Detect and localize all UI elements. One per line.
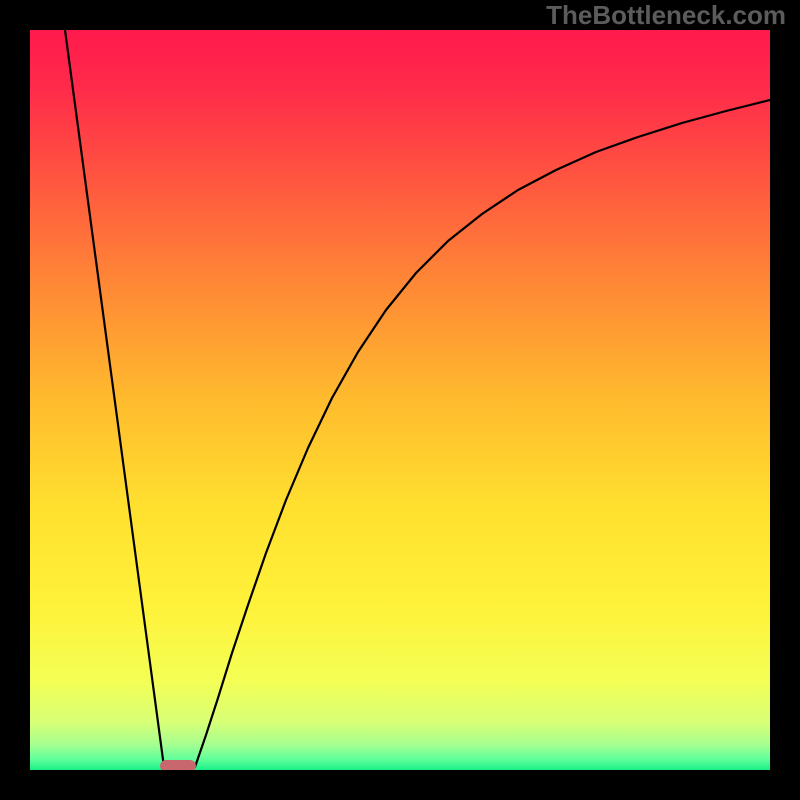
- bottleneck-curve: [65, 30, 770, 767]
- curve-svg: [30, 30, 770, 770]
- plot-area: [30, 30, 770, 770]
- optimum-marker: [160, 760, 196, 770]
- watermark-text: TheBottleneck.com: [546, 0, 786, 31]
